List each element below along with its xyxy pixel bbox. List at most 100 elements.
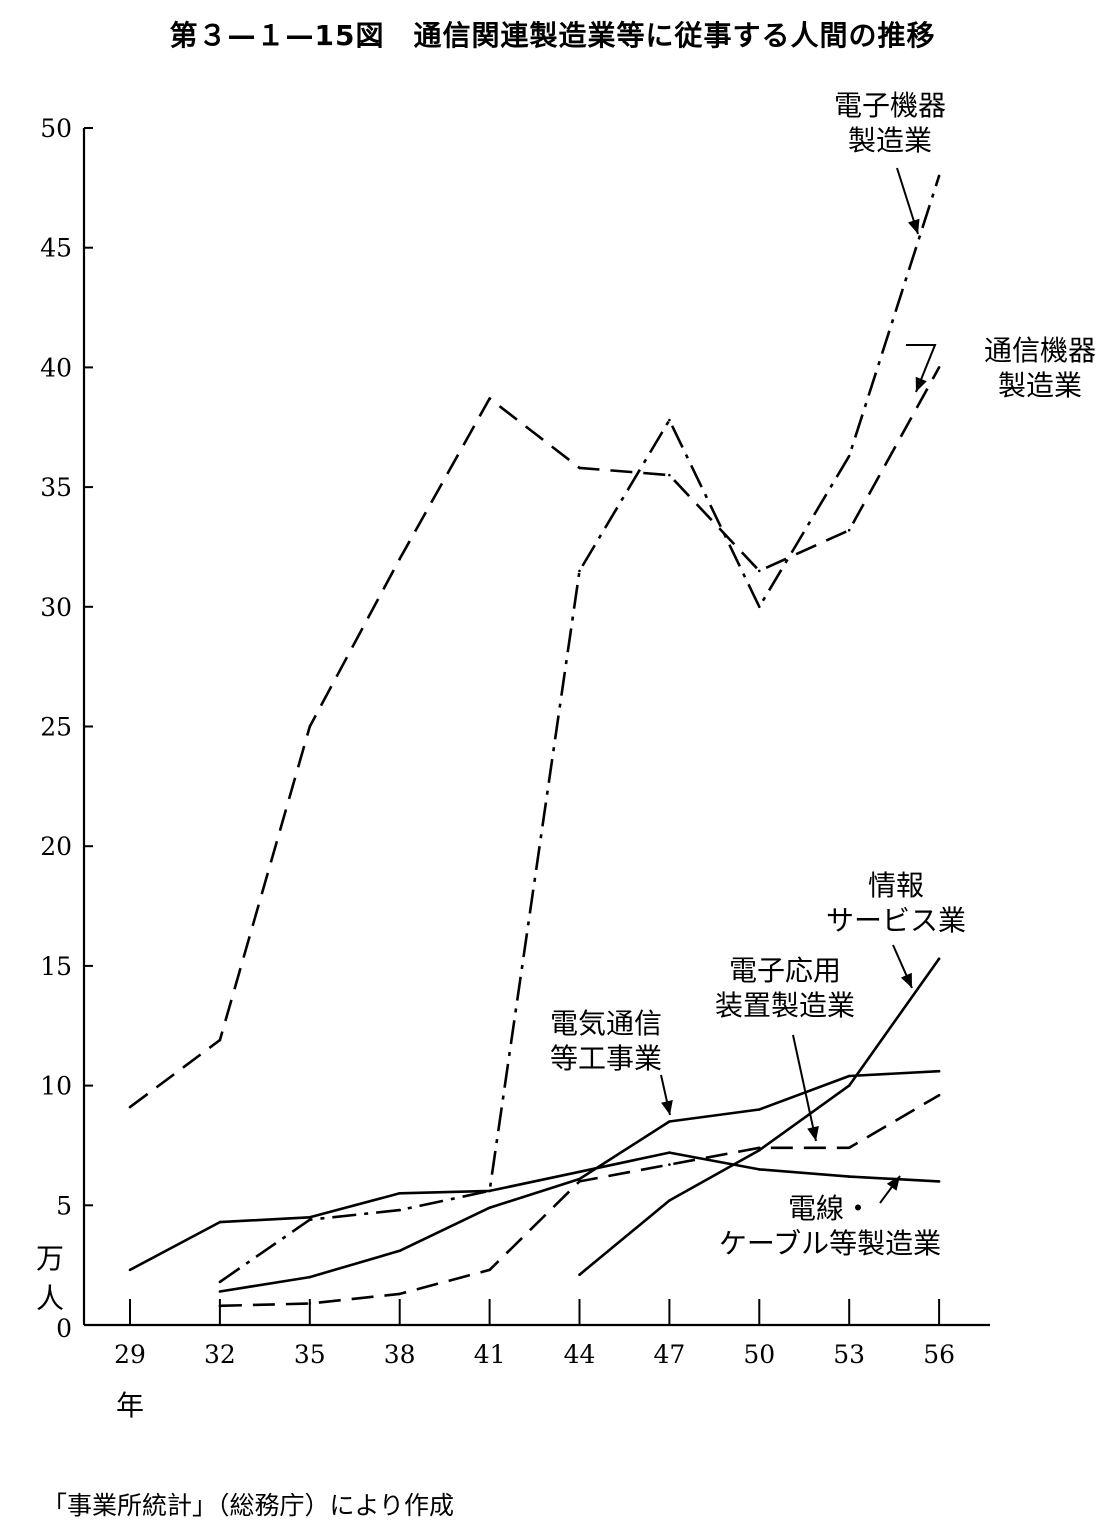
data-point [218, 1280, 222, 1284]
data-point [488, 1189, 491, 1193]
data-point [398, 1208, 402, 1212]
data-point [668, 1163, 671, 1166]
series-leader-line [792, 1034, 817, 1142]
data-point [847, 454, 851, 458]
data-point [847, 1175, 851, 1178]
data-point [847, 1146, 851, 1150]
source-note: 「事業所統計」（総務庁）により作成 [42, 1491, 455, 1520]
y-tick-label: 35 [40, 473, 72, 502]
x-axis-label: 年 [116, 1389, 144, 1422]
chart-axes: 0 5 10 15 20 25 30 35 40 45 50 万人 29 32 35 38 41 44 47 50 53… [36, 114, 990, 1422]
series-name-label: 装置製造業 [715, 989, 855, 1022]
data-point [847, 1074, 851, 1078]
x-tick-label: 44 [564, 1340, 596, 1369]
chart-title: 第３—１—15図 通信関連製造業等に従事する人間の推移 [169, 19, 936, 52]
series-name-label: サービス業 [826, 904, 966, 937]
y-tick-label: 50 [40, 114, 72, 143]
series-name-label: 情報 [868, 869, 924, 902]
x-tick-label: 35 [294, 1340, 326, 1369]
data-point [398, 557, 402, 561]
series-leader-arrowhead [900, 972, 912, 988]
y-tick-label: 15 [40, 952, 72, 981]
y-tick-label: 10 [40, 1072, 72, 1101]
data-point [578, 569, 581, 573]
data-point [937, 366, 941, 369]
x-tick-label: 38 [384, 1340, 416, 1369]
data-point [308, 1302, 312, 1305]
x-tick-label: 47 [653, 1340, 685, 1369]
data-point [668, 1199, 671, 1202]
data-point [758, 1108, 761, 1111]
data-point [218, 1304, 222, 1308]
data-point [128, 1105, 132, 1109]
data-point [937, 957, 941, 960]
series-name-label: 電子機器 [834, 89, 946, 122]
data-point [398, 1249, 402, 1253]
series-name-label: 通信機器 [984, 334, 1096, 367]
series-name-label: 製造業 [998, 369, 1082, 402]
data-point [668, 1120, 671, 1123]
data-point [758, 1168, 761, 1171]
series-leader-arrowhead [915, 376, 927, 392]
data-point [218, 1038, 222, 1042]
data-point [128, 1268, 132, 1272]
data-point [758, 605, 761, 609]
data-point [847, 1084, 851, 1087]
series-line [129, 366, 941, 1109]
y-tick-label: 0 [56, 1314, 72, 1343]
x-tick-label: 41 [474, 1340, 506, 1369]
data-point [758, 1148, 761, 1152]
data-point [488, 397, 491, 400]
series-leader-arrowhead [886, 1176, 900, 1191]
data-point [578, 466, 581, 470]
x-tick-label: 53 [833, 1340, 865, 1369]
data-point [308, 1275, 312, 1279]
data-point [218, 1290, 222, 1293]
data-point [308, 1218, 312, 1221]
series-name-label: 電気通信 [550, 1007, 662, 1040]
series-name-label: 電子応用 [729, 954, 841, 987]
series-leader-arrowhead [807, 1126, 819, 1141]
data-point [308, 1216, 312, 1219]
x-tick-label: 56 [923, 1340, 955, 1369]
data-point [668, 418, 671, 422]
data-point [578, 1273, 581, 1276]
data-point [668, 473, 671, 477]
data-point [398, 1292, 402, 1296]
series-line [219, 175, 941, 1283]
data-point [398, 1192, 402, 1195]
x-tick-label: 50 [743, 1340, 775, 1369]
series-line [129, 1151, 940, 1272]
data-point [488, 1268, 491, 1272]
series-name-label: 製造業 [848, 124, 932, 157]
data-point [937, 1093, 941, 1097]
series-name-label: 等工事業 [550, 1042, 662, 1075]
data-point [937, 1069, 941, 1073]
data-point [937, 1180, 941, 1183]
data-point [937, 174, 941, 178]
series-name-label: ケーブル等製造業 [719, 1227, 941, 1260]
y-tick-label: 45 [40, 234, 72, 263]
y-axis-unit-label: 万 [36, 1242, 64, 1275]
data-point [488, 1206, 491, 1209]
y-tick-label: 30 [40, 593, 72, 622]
y-axis-unit-label: 人 [36, 1282, 64, 1315]
y-tick-label: 5 [56, 1191, 72, 1220]
data-point [578, 1170, 581, 1174]
series-leader-arrowhead [661, 1100, 673, 1115]
data-point [758, 569, 761, 573]
series-leader-arrowhead [908, 218, 920, 234]
y-tick-label: 25 [40, 713, 72, 742]
y-tick-label: 40 [40, 353, 72, 382]
x-tick-label: 32 [204, 1340, 236, 1369]
data-point [218, 1220, 222, 1224]
series-name-label: 電線・ [788, 1192, 872, 1225]
chart-series-labels: 通信機器製造業電子機器製造業電気通信等工事業電線・ケーブル等製造業電子応用装置製… [550, 89, 1096, 1260]
data-point [578, 1180, 581, 1183]
data-point [308, 725, 312, 728]
series-leader-line [906, 344, 937, 393]
x-tick-label: 29 [114, 1340, 146, 1369]
y-tick-label: 20 [40, 832, 72, 861]
chart-series [128, 174, 941, 1308]
data-point [578, 1177, 581, 1181]
